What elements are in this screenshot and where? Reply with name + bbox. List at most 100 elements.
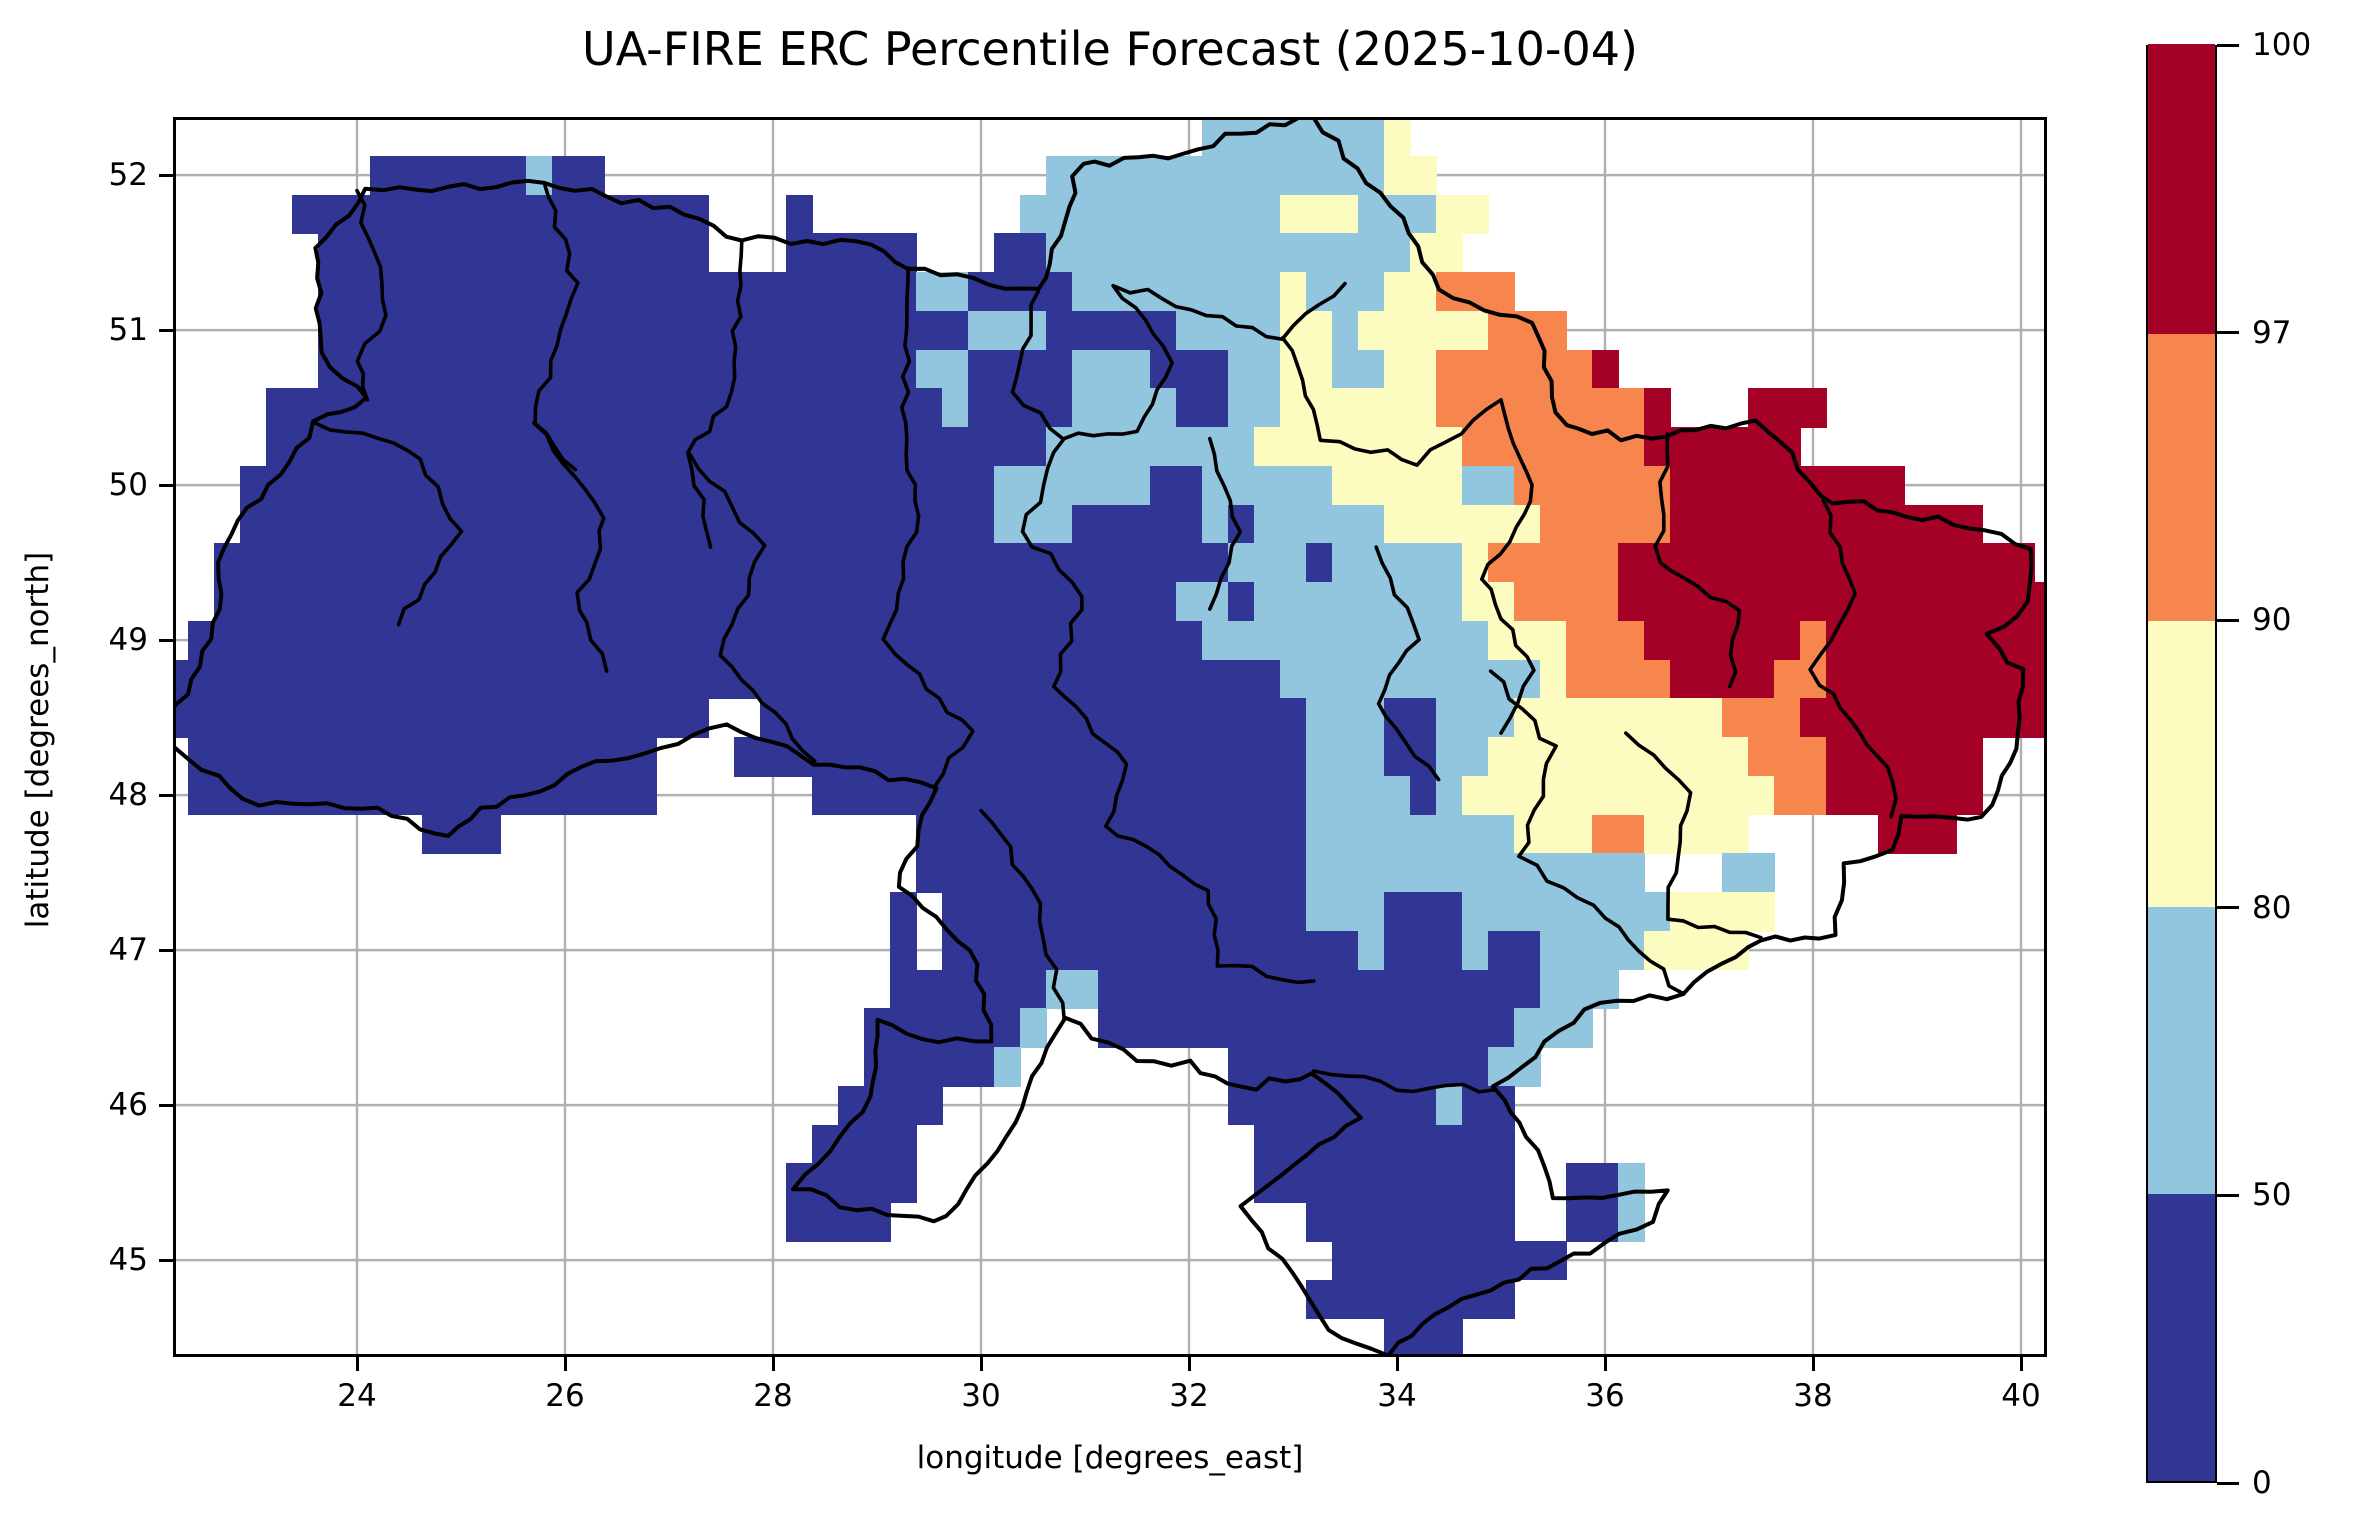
heatmap-cell [1332, 1240, 1359, 1281]
heatmap-cell [604, 620, 631, 661]
heatmap-cell [864, 775, 891, 816]
heatmap-cell [1306, 1085, 1333, 1126]
heatmap-cell [448, 698, 475, 738]
heatmap-cell [1254, 1163, 1281, 1203]
heatmap-cell [942, 737, 969, 777]
heatmap-cell [1592, 504, 1619, 544]
heatmap-cell [1176, 853, 1203, 893]
heatmap-cell [1462, 427, 1489, 467]
heatmap-cell [448, 155, 475, 196]
heatmap-cell [1254, 272, 1281, 312]
heatmap-cell [1592, 659, 1619, 699]
heatmap-cell [1176, 155, 1203, 196]
heatmap-cell [1462, 1124, 1489, 1164]
heatmap-cell [1722, 698, 1749, 738]
heatmap-cell [500, 698, 527, 738]
heatmap-cell [1046, 892, 1073, 932]
heatmap-cell [292, 582, 319, 622]
heatmap-cell [552, 620, 579, 661]
heatmap-cell [1436, 1047, 1463, 1087]
heatmap-cell [994, 427, 1021, 467]
heatmap-cell [1332, 465, 1359, 506]
heatmap-cell [474, 427, 501, 467]
heatmap-cell [2034, 620, 2047, 661]
heatmap-cell [1592, 698, 1619, 738]
heatmap-cell [734, 272, 761, 312]
heatmap-cell [1046, 465, 1073, 506]
heatmap-cell [968, 349, 995, 389]
heatmap-cell [1046, 155, 1073, 196]
heatmap-cell [1124, 272, 1151, 312]
heatmap-cell [1306, 1279, 1333, 1319]
heatmap-cell [1202, 504, 1229, 544]
heatmap-cell [942, 969, 969, 1009]
heatmap-cell [1488, 272, 1515, 312]
heatmap-cell [1410, 310, 1437, 351]
heatmap-cell [1098, 892, 1125, 932]
heatmap-cell [1072, 620, 1099, 661]
heatmap-cell [1228, 969, 1255, 1009]
heatmap-cell [1228, 388, 1255, 428]
heatmap-cell [604, 194, 631, 234]
heatmap-cell [1592, 427, 1619, 467]
heatmap-cell [1098, 620, 1125, 661]
heatmap-cell [968, 465, 995, 506]
heatmap-cell [786, 465, 813, 506]
heatmap-cell [604, 272, 631, 312]
heatmap-cell [1722, 465, 1749, 506]
heatmap-cell [630, 582, 657, 622]
heatmap-cell [1098, 349, 1125, 389]
heatmap-cell [1358, 698, 1385, 738]
heatmap-cell [1228, 233, 1255, 273]
heatmap-cell [968, 1047, 995, 1087]
heatmap-cell [1670, 582, 1697, 622]
heatmap-cell [1592, 892, 1619, 932]
heatmap-cell [630, 543, 657, 583]
heatmap-cell [1670, 620, 1697, 661]
heatmap-cell [1254, 155, 1281, 196]
heatmap-cell [838, 582, 865, 622]
heatmap-cell [1176, 465, 1203, 506]
heatmap-cell [1722, 853, 1749, 893]
heatmap-cell [890, 1085, 917, 1126]
heatmap-cell [474, 194, 501, 234]
heatmap-cell [1228, 659, 1255, 699]
heatmap-cell [1618, 504, 1645, 544]
heatmap-cell [838, 427, 865, 467]
heatmap-cell [1566, 388, 1593, 428]
heatmap-cell [812, 1124, 839, 1164]
heatmap-cell [1254, 388, 1281, 428]
heatmap-cell [292, 737, 319, 777]
heatmap-cell [1462, 892, 1489, 932]
heatmap-cell [1410, 465, 1437, 506]
heatmap-cell [864, 388, 891, 428]
heatmap-cell [422, 427, 449, 467]
heatmap-cell [1982, 582, 2009, 622]
heatmap-cell [1514, 620, 1541, 661]
heatmap-cell [1956, 659, 1983, 699]
heatmap-cell [1410, 1163, 1437, 1203]
heatmap-cell [1670, 504, 1697, 544]
heatmap-cell [474, 659, 501, 699]
heatmap-cell [1488, 504, 1515, 544]
heatmap-cell [942, 1008, 969, 1048]
heatmap-cell [500, 349, 527, 389]
heatmap-cell [1306, 465, 1333, 506]
heatmap-cell [1280, 1085, 1307, 1126]
heatmap-cell [1124, 737, 1151, 777]
heatmap-cell [656, 388, 683, 428]
heatmap-cell [1254, 310, 1281, 351]
heatmap-cell [968, 272, 995, 312]
heatmap-cell [1306, 969, 1333, 1009]
heatmap-cell [1124, 892, 1151, 932]
heatmap-cell [1020, 853, 1047, 893]
heatmap-cell [1124, 504, 1151, 544]
heatmap-cell [682, 272, 709, 312]
y-tick-mark [159, 328, 173, 332]
heatmap-cell [760, 543, 787, 583]
heatmap-cell [1280, 233, 1307, 273]
heatmap-cell [864, 1008, 891, 1048]
heatmap-cell [1930, 659, 1957, 699]
heatmap-cell [526, 194, 553, 234]
heatmap-cell [1514, 465, 1541, 506]
